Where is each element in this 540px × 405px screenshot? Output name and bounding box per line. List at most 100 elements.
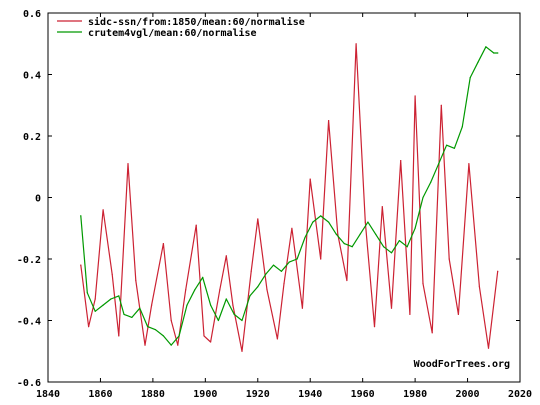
series-1-point: [343, 243, 345, 245]
series-0-point: [219, 289, 221, 291]
series-0-point: [88, 326, 90, 328]
series-0-point: [422, 283, 424, 285]
series-0-point: [127, 163, 129, 165]
series-1-point: [461, 126, 463, 128]
y-tick-label: 0.6: [23, 9, 41, 20]
series-line-0: [80, 43, 499, 352]
series-0-point: [328, 120, 330, 122]
series-1-point: [497, 52, 499, 54]
series-1-point: [265, 273, 267, 275]
series-1-point: [296, 258, 298, 260]
series-0-point: [144, 344, 146, 346]
series-0-point: [431, 332, 433, 334]
series-0-point: [320, 258, 322, 260]
series-0-point: [283, 283, 285, 285]
series-0-point: [111, 273, 113, 275]
series-1-point: [493, 52, 495, 54]
series-1-point: [131, 316, 133, 318]
series-1-point: [320, 215, 322, 217]
series-1-point: [335, 233, 337, 235]
x-tick-label: 2020: [508, 389, 532, 400]
series-0-point: [276, 338, 278, 340]
series-0-point: [409, 313, 411, 315]
series-0-point: [390, 307, 393, 309]
series-1-point: [312, 221, 314, 223]
series-0-point: [241, 350, 243, 352]
series-1-point: [94, 310, 96, 312]
series-0-point: [309, 178, 311, 180]
series-1-point: [406, 246, 408, 248]
x-tick-label: 1840: [36, 389, 60, 400]
series-1-point: [328, 221, 330, 223]
series-1-point: [147, 326, 149, 328]
series-1-point: [241, 319, 243, 322]
series-1-point: [351, 246, 353, 248]
series-0-point: [135, 279, 137, 282]
x-tick-label: 1920: [246, 389, 270, 400]
series-1-point: [233, 313, 235, 315]
series-layer: [80, 43, 499, 352]
series-1-point: [170, 344, 172, 346]
series-0-point: [440, 104, 442, 106]
x-tick-label: 2000: [456, 389, 480, 400]
y-tick-label: -0.6: [17, 378, 41, 389]
series-0-point: [291, 227, 293, 229]
x-tick-label: 1900: [193, 389, 217, 400]
series-1-point: [123, 313, 125, 315]
series-1-point: [390, 252, 393, 254]
series-1-point: [288, 261, 290, 263]
series-0-point: [232, 304, 234, 306]
series-0-point: [414, 95, 416, 97]
series-0-point: [346, 279, 348, 282]
y-tick-label: -0.2: [17, 255, 41, 266]
series-0-point: [80, 264, 82, 266]
series-1-point: [210, 304, 212, 306]
legend-label-0: sidc-ssn/from:1850/mean:60/normalise: [88, 16, 305, 28]
series-1-point: [102, 304, 104, 306]
series-1-point: [118, 295, 120, 297]
series-1-point: [398, 240, 400, 242]
series-1-point: [477, 61, 479, 63]
series-1-point: [438, 163, 440, 165]
series-1-point: [154, 329, 157, 331]
series-1-point: [453, 147, 455, 149]
series-1-point: [217, 319, 219, 322]
series-1-point: [414, 227, 416, 229]
series-0-point: [355, 43, 357, 45]
series-0-point: [337, 233, 339, 235]
series-0-point: [373, 326, 376, 328]
series-0-point: [185, 289, 187, 291]
series-1-point: [367, 221, 369, 223]
series-1-point: [110, 298, 112, 300]
y-tick-label: 0.4: [23, 71, 41, 82]
series-0-point: [151, 304, 153, 306]
series-0-point: [102, 209, 104, 211]
series-1-point: [80, 215, 82, 217]
y-tick-label: 0.2: [23, 132, 41, 143]
series-1-point: [359, 233, 361, 235]
series-0-point: [257, 218, 259, 220]
series-0-point: [468, 163, 470, 165]
series-1-point: [162, 335, 164, 337]
series-0-point: [250, 270, 252, 272]
x-tick-label: 1980: [403, 389, 427, 400]
series-0-point: [364, 221, 366, 223]
x-tick-label: 1880: [141, 389, 165, 400]
series-1-point: [446, 144, 448, 146]
series-0-point: [457, 313, 459, 315]
series-1-point: [272, 264, 275, 266]
series-0-point: [487, 347, 490, 349]
series-1-point: [194, 289, 196, 291]
series-0-point: [225, 255, 227, 257]
series-0-point: [497, 270, 499, 272]
series-0-point: [301, 307, 303, 309]
series-0-point: [118, 335, 120, 337]
x-tick-label: 1860: [88, 389, 112, 400]
y-tick-label: -0.4: [17, 317, 41, 328]
axes: 1840 1860 1880 1900 1920 1940 1960 1980 2000 2020…: [17, 9, 532, 400]
credit-label: WoodForTrees.org: [414, 359, 510, 370]
series-1-point: [257, 286, 259, 288]
series-1-point: [249, 295, 251, 297]
legend: sidc-ssn/from:1850/mean:60/normalisecrut…: [57, 16, 305, 39]
